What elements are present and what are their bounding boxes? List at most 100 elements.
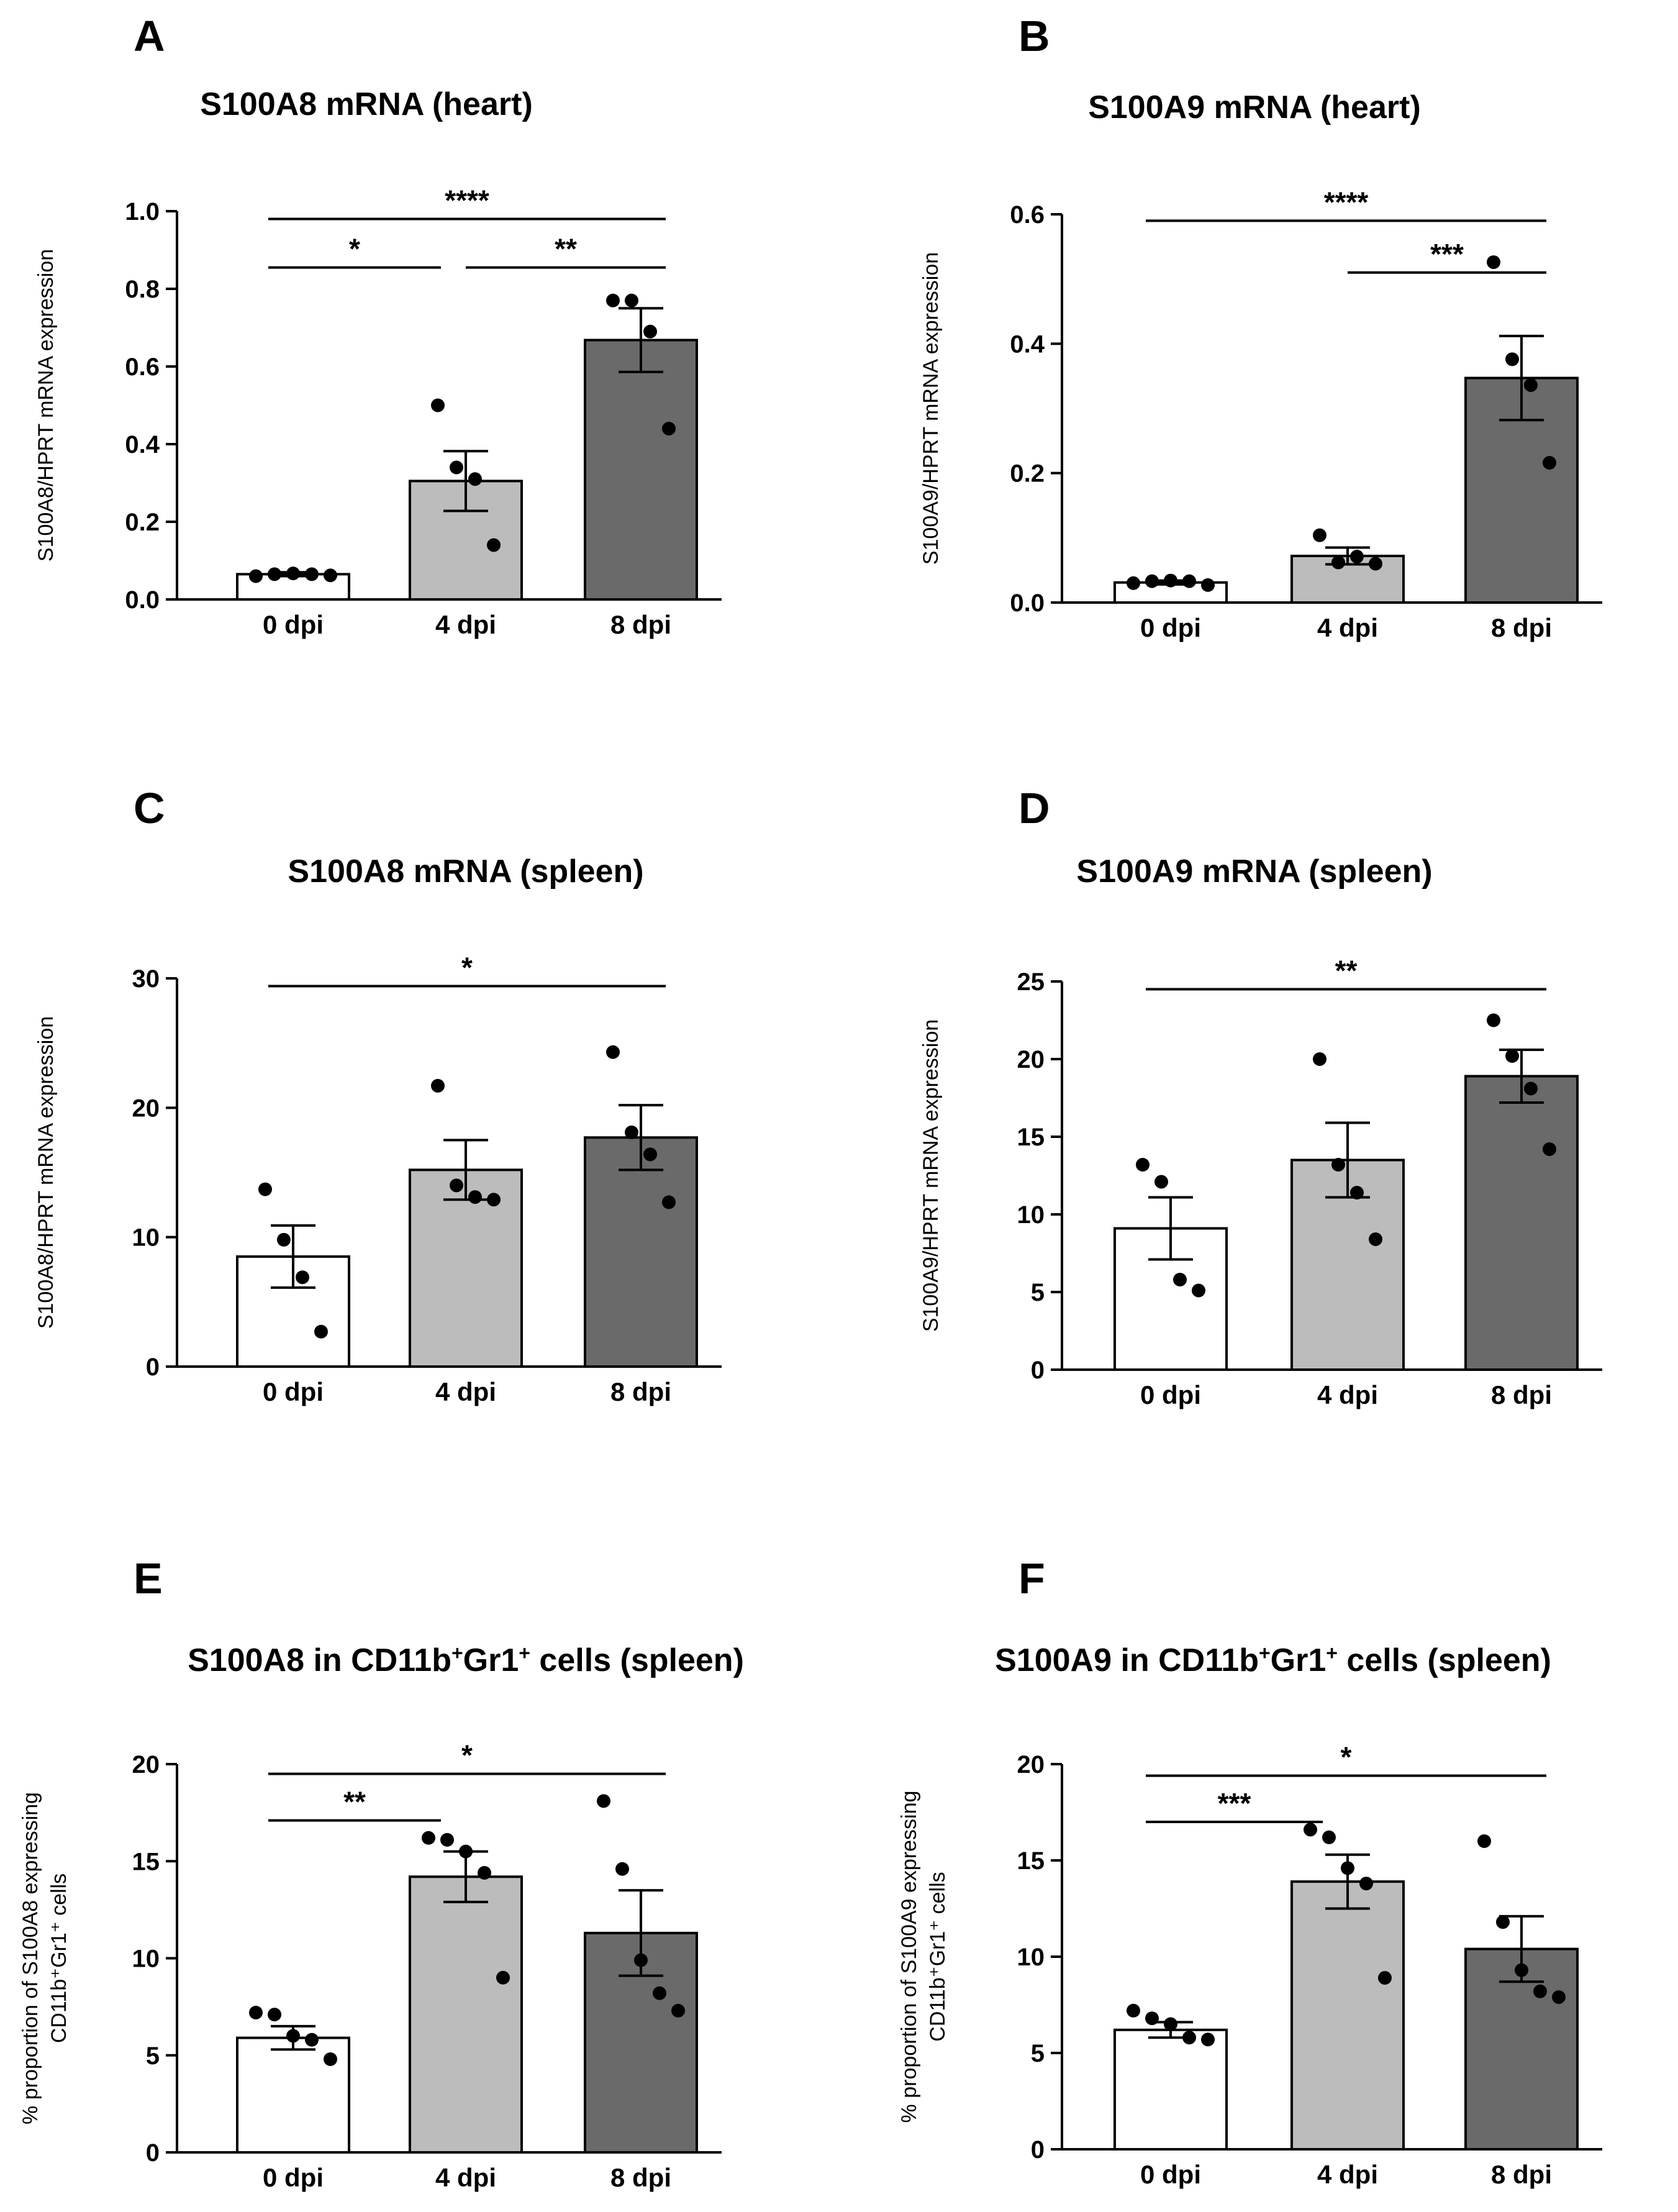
y-tick-label: 0.4 bbox=[125, 431, 160, 458]
data-point bbox=[286, 567, 300, 581]
chart-panel-d: D S100A9 mRNA (spleen) S100A9/HPRT mRNA ex… bbox=[919, 784, 1602, 1409]
y-tick-label: 20 bbox=[132, 1751, 160, 1778]
x-tick-label: 0 dpi bbox=[1140, 1380, 1201, 1409]
significance-label: **** bbox=[1324, 186, 1369, 218]
data-point bbox=[478, 1866, 491, 1880]
chart-title: S100A8 mRNA (spleen) bbox=[288, 853, 643, 890]
x-tick-label: 0 dpi bbox=[263, 2163, 324, 2192]
data-point bbox=[1359, 1877, 1373, 1891]
chart-panel-c: C S100A8 mRNA (spleen) S100A8/HPRT mRNA ex… bbox=[34, 784, 722, 1406]
y-tick-label: 0 bbox=[146, 1354, 160, 1381]
chart-title-part: Gr1 bbox=[1271, 1642, 1327, 1678]
data-point bbox=[459, 1844, 473, 1859]
chart-title: S100A9 in CD11b+Gr1+ cells (spleen) bbox=[995, 1642, 1551, 1678]
y-tick-label: 15 bbox=[1017, 1124, 1045, 1151]
data-point bbox=[314, 1324, 328, 1339]
y-axis-label: % proportion of S100A8 expressing bbox=[19, 1792, 42, 2124]
chart-title-part: S100A9 in CD11b bbox=[995, 1642, 1259, 1678]
chart-title: S100A9 mRNA (heart) bbox=[1088, 89, 1421, 125]
x-tick-label: 4 dpi bbox=[435, 2163, 496, 2192]
significance-label: * bbox=[349, 233, 360, 265]
y-tick-label: 5 bbox=[1031, 1279, 1045, 1306]
data-point bbox=[1496, 1915, 1510, 1929]
significance-label: **** bbox=[445, 184, 489, 217]
data-point bbox=[1350, 1186, 1364, 1199]
data-point bbox=[1313, 1052, 1327, 1066]
data-point bbox=[1127, 2003, 1140, 2018]
y-tick-label: 0 bbox=[1031, 1357, 1045, 1384]
data-point bbox=[643, 324, 657, 339]
data-point bbox=[431, 1078, 445, 1093]
y-axis-label: S100A8/HPRT mRNA expression bbox=[34, 249, 58, 562]
data-point bbox=[606, 1045, 620, 1059]
data-point bbox=[1369, 557, 1382, 571]
significance-label: ** bbox=[555, 233, 577, 265]
x-tick-label: 8 dpi bbox=[1491, 1380, 1552, 1409]
chart-title-part: cells (spleen) bbox=[1338, 1642, 1551, 1678]
data-point bbox=[286, 2029, 300, 2043]
significance-label: * bbox=[461, 1739, 473, 1772]
chart-title-part: S100A8 in CD11b bbox=[188, 1642, 451, 1678]
chart-title: S100A8 in CD11b+Gr1+ cells (spleen) bbox=[188, 1642, 744, 1678]
bar bbox=[409, 1168, 523, 1368]
chart-title-part: + bbox=[451, 1642, 463, 1664]
data-point bbox=[1378, 1971, 1392, 1985]
data-point bbox=[450, 460, 463, 475]
y-tick-label: 0.6 bbox=[125, 353, 160, 381]
y-tick-label: 20 bbox=[1017, 1046, 1045, 1073]
y-tick-label: 0.0 bbox=[125, 586, 160, 614]
y-axis-label: S100A9/HPRT mRNA expression bbox=[919, 1019, 943, 1332]
data-point bbox=[1552, 1990, 1566, 2005]
y-axis-label: CD11b⁺Gr1⁺ cells bbox=[47, 1873, 71, 2043]
significance-label: *** bbox=[1430, 238, 1464, 270]
chart-title-part: + bbox=[1326, 1642, 1338, 1664]
chart-title-part: + bbox=[1259, 1642, 1271, 1664]
data-point bbox=[1524, 378, 1538, 392]
panel-letter: B bbox=[1018, 12, 1050, 60]
x-tick-label: 8 dpi bbox=[1491, 613, 1552, 642]
chart-title: S100A9 mRNA (spleen) bbox=[1076, 853, 1432, 890]
y-tick-label: 30 bbox=[132, 965, 160, 993]
data-point bbox=[1164, 2017, 1177, 2031]
y-tick-label: 5 bbox=[146, 2042, 160, 2070]
data-point bbox=[468, 472, 482, 486]
data-point bbox=[249, 569, 263, 583]
bar bbox=[1464, 1075, 1579, 1371]
data-point bbox=[671, 2003, 685, 2018]
data-point bbox=[1192, 1283, 1205, 1298]
x-tick-label: 8 dpi bbox=[610, 610, 671, 639]
data-point bbox=[440, 1832, 454, 1847]
y-tick-label: 0.0 bbox=[1010, 589, 1045, 617]
y-axis-label: CD11b⁺Gr1⁺ cells bbox=[926, 1872, 950, 2041]
significance-label: ** bbox=[343, 1786, 366, 1818]
data-point bbox=[606, 293, 620, 307]
data-point bbox=[1322, 1830, 1336, 1844]
bar bbox=[1113, 1227, 1228, 1371]
y-tick-label: 0.2 bbox=[125, 509, 160, 536]
data-point bbox=[1477, 1834, 1491, 1848]
data-point bbox=[643, 1147, 657, 1162]
significance-label: * bbox=[1341, 1741, 1352, 1773]
x-tick-label: 8 dpi bbox=[610, 1377, 671, 1406]
chart-panel-b: B S100A9 mRNA (heart) S100A9/HPRT mRNA exp… bbox=[919, 12, 1602, 642]
data-point bbox=[487, 538, 501, 552]
x-tick-label: 0 dpi bbox=[263, 1377, 324, 1406]
x-tick-label: 4 dpi bbox=[435, 610, 496, 639]
x-tick-label: 8 dpi bbox=[610, 2163, 671, 2192]
panel-letter: E bbox=[134, 1554, 163, 1603]
y-tick-label: 20 bbox=[1017, 1751, 1045, 1778]
x-tick-label: 0 dpi bbox=[1140, 613, 1201, 642]
y-tick-label: 15 bbox=[1017, 1847, 1045, 1875]
data-point bbox=[1533, 1984, 1547, 1998]
x-tick-label: 4 dpi bbox=[1317, 613, 1378, 642]
data-point bbox=[1369, 1232, 1382, 1246]
data-point bbox=[1350, 550, 1364, 564]
y-tick-label: 25 bbox=[1017, 968, 1045, 996]
data-point bbox=[625, 1125, 638, 1139]
y-axis-label: S100A9/HPRT mRNA expression bbox=[919, 252, 943, 565]
significance-label: *** bbox=[1218, 1787, 1251, 1819]
data-point bbox=[431, 398, 445, 412]
data-point bbox=[468, 1190, 482, 1204]
